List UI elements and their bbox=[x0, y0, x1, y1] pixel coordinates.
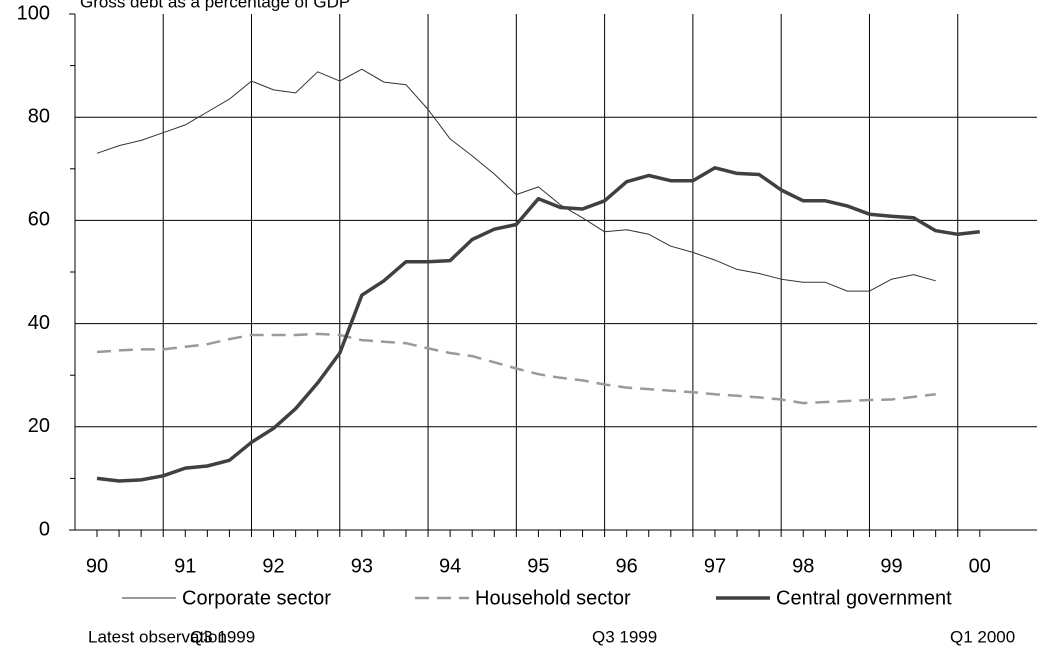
footnote-label: Latest observation bbox=[88, 627, 227, 646]
x-tick-label: 91 bbox=[174, 555, 196, 577]
x-tick-label: 96 bbox=[616, 555, 638, 577]
y-tick-label: 0 bbox=[39, 518, 50, 540]
series-line bbox=[96, 332, 936, 405]
y-tick-label: 20 bbox=[28, 415, 50, 437]
latest-observation: Q3 1999 bbox=[592, 627, 657, 646]
latest-observation: Q3 1999 bbox=[190, 627, 255, 646]
latest-observation: Q1 2000 bbox=[950, 627, 1015, 646]
y-tick-label: 100 bbox=[17, 2, 50, 24]
x-tick-label: 93 bbox=[351, 555, 373, 577]
legend-label: Corporate sector bbox=[182, 587, 331, 609]
y-tick-label: 60 bbox=[28, 209, 50, 231]
legend-label: Household sector bbox=[475, 587, 631, 609]
series-line bbox=[96, 68, 936, 292]
x-tick-label: 98 bbox=[792, 555, 814, 577]
x-tick-label: 97 bbox=[704, 555, 726, 577]
legend-label: Central government bbox=[776, 587, 952, 609]
series-line bbox=[96, 166, 980, 483]
chart-title: Gross debt as a percentage of GDP bbox=[80, 0, 350, 11]
x-tick-label: 99 bbox=[880, 555, 902, 577]
x-tick-label: 94 bbox=[439, 555, 461, 577]
y-tick-label: 80 bbox=[28, 105, 50, 127]
x-tick-label: 95 bbox=[527, 555, 549, 577]
x-tick-label: 92 bbox=[262, 555, 284, 577]
x-tick-label: 00 bbox=[969, 555, 991, 577]
x-tick-label: 90 bbox=[86, 555, 108, 577]
y-tick-label: 40 bbox=[28, 312, 50, 334]
